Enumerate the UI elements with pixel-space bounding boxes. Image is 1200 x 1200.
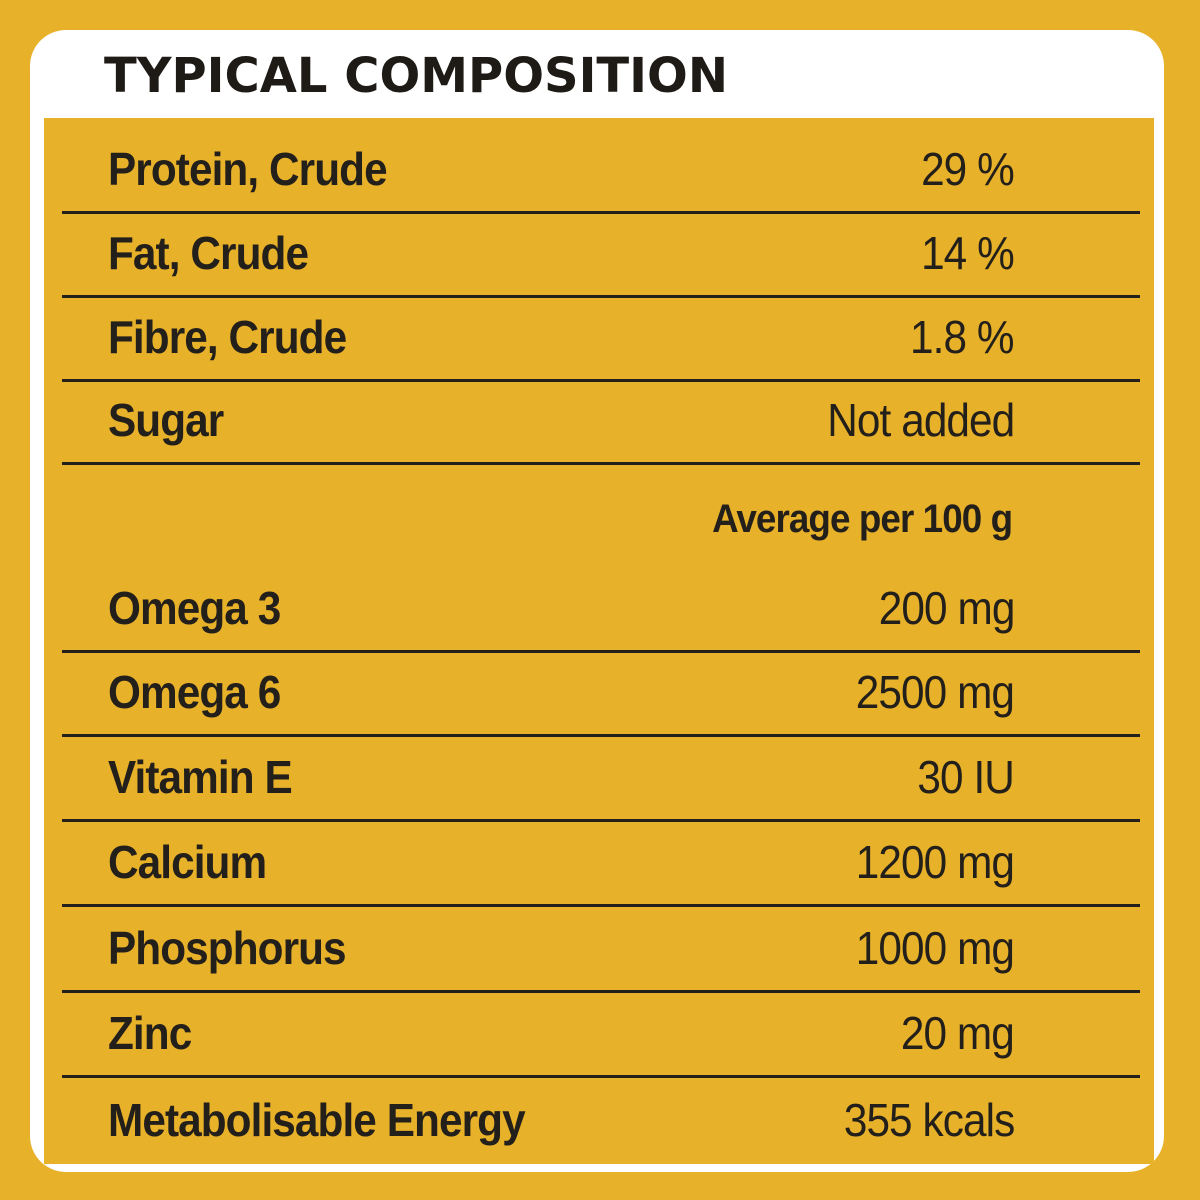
row-label: Vitamin E — [108, 751, 293, 803]
page-title: TYPICAL COMPOSITION — [104, 48, 728, 104]
row-value: 14 % — [921, 227, 1015, 279]
row-value: 29 % — [921, 143, 1015, 195]
table-row-omega-6: Omega 6 2500 mg — [62, 653, 1140, 737]
row-label: Phosphorus — [108, 922, 347, 974]
row-label: Fibre, Crude — [108, 311, 347, 363]
table-row-calcium: Calcium 1200 mg — [62, 823, 1140, 907]
row-value: 1.8 % — [910, 311, 1015, 363]
row-value: 1200 mg — [855, 836, 1015, 888]
table-row-protein: Protein, Crude 29 % — [62, 130, 1140, 214]
row-label: Metabolisable Energy — [108, 1094, 526, 1146]
row-value: Not added — [826, 394, 1015, 446]
table-row-omega-3: Omega 3 200 mg — [62, 569, 1140, 653]
row-label: Protein, Crude — [108, 143, 388, 195]
table-row-phosphorus: Phosphorus 1000 mg — [62, 909, 1140, 993]
table-row-vitamin-e: Vitamin E 30 IU — [62, 738, 1140, 822]
row-label: Calcium — [108, 836, 267, 888]
row-label: Zinc — [108, 1007, 192, 1059]
table-row-metabolisable-energy: Metabolisable Energy 355 kcals — [62, 1078, 1140, 1162]
row-value: 2500 mg — [855, 666, 1015, 718]
table-row-sugar: Sugar Not added — [62, 381, 1140, 465]
row-value: 200 mg — [878, 582, 1015, 634]
row-value: 1000 mg — [855, 922, 1015, 974]
row-value: 30 IU — [917, 751, 1014, 803]
row-label: Omega 3 — [108, 582, 281, 634]
per-100g-subheader: Average per 100 g — [711, 497, 1013, 541]
row-label: Fat, Crude — [108, 227, 309, 279]
row-label: Omega 6 — [108, 666, 281, 718]
row-label: Sugar — [108, 394, 224, 446]
row-value: 20 mg — [900, 1007, 1015, 1059]
table-row-zinc: Zinc 20 mg — [62, 994, 1140, 1078]
row-value: 355 kcals — [843, 1094, 1014, 1146]
table-row-fat: Fat, Crude 14 % — [62, 214, 1140, 298]
table-row-fibre: Fibre, Crude 1.8 % — [62, 298, 1140, 382]
composition-table-background — [44, 118, 1154, 1164]
